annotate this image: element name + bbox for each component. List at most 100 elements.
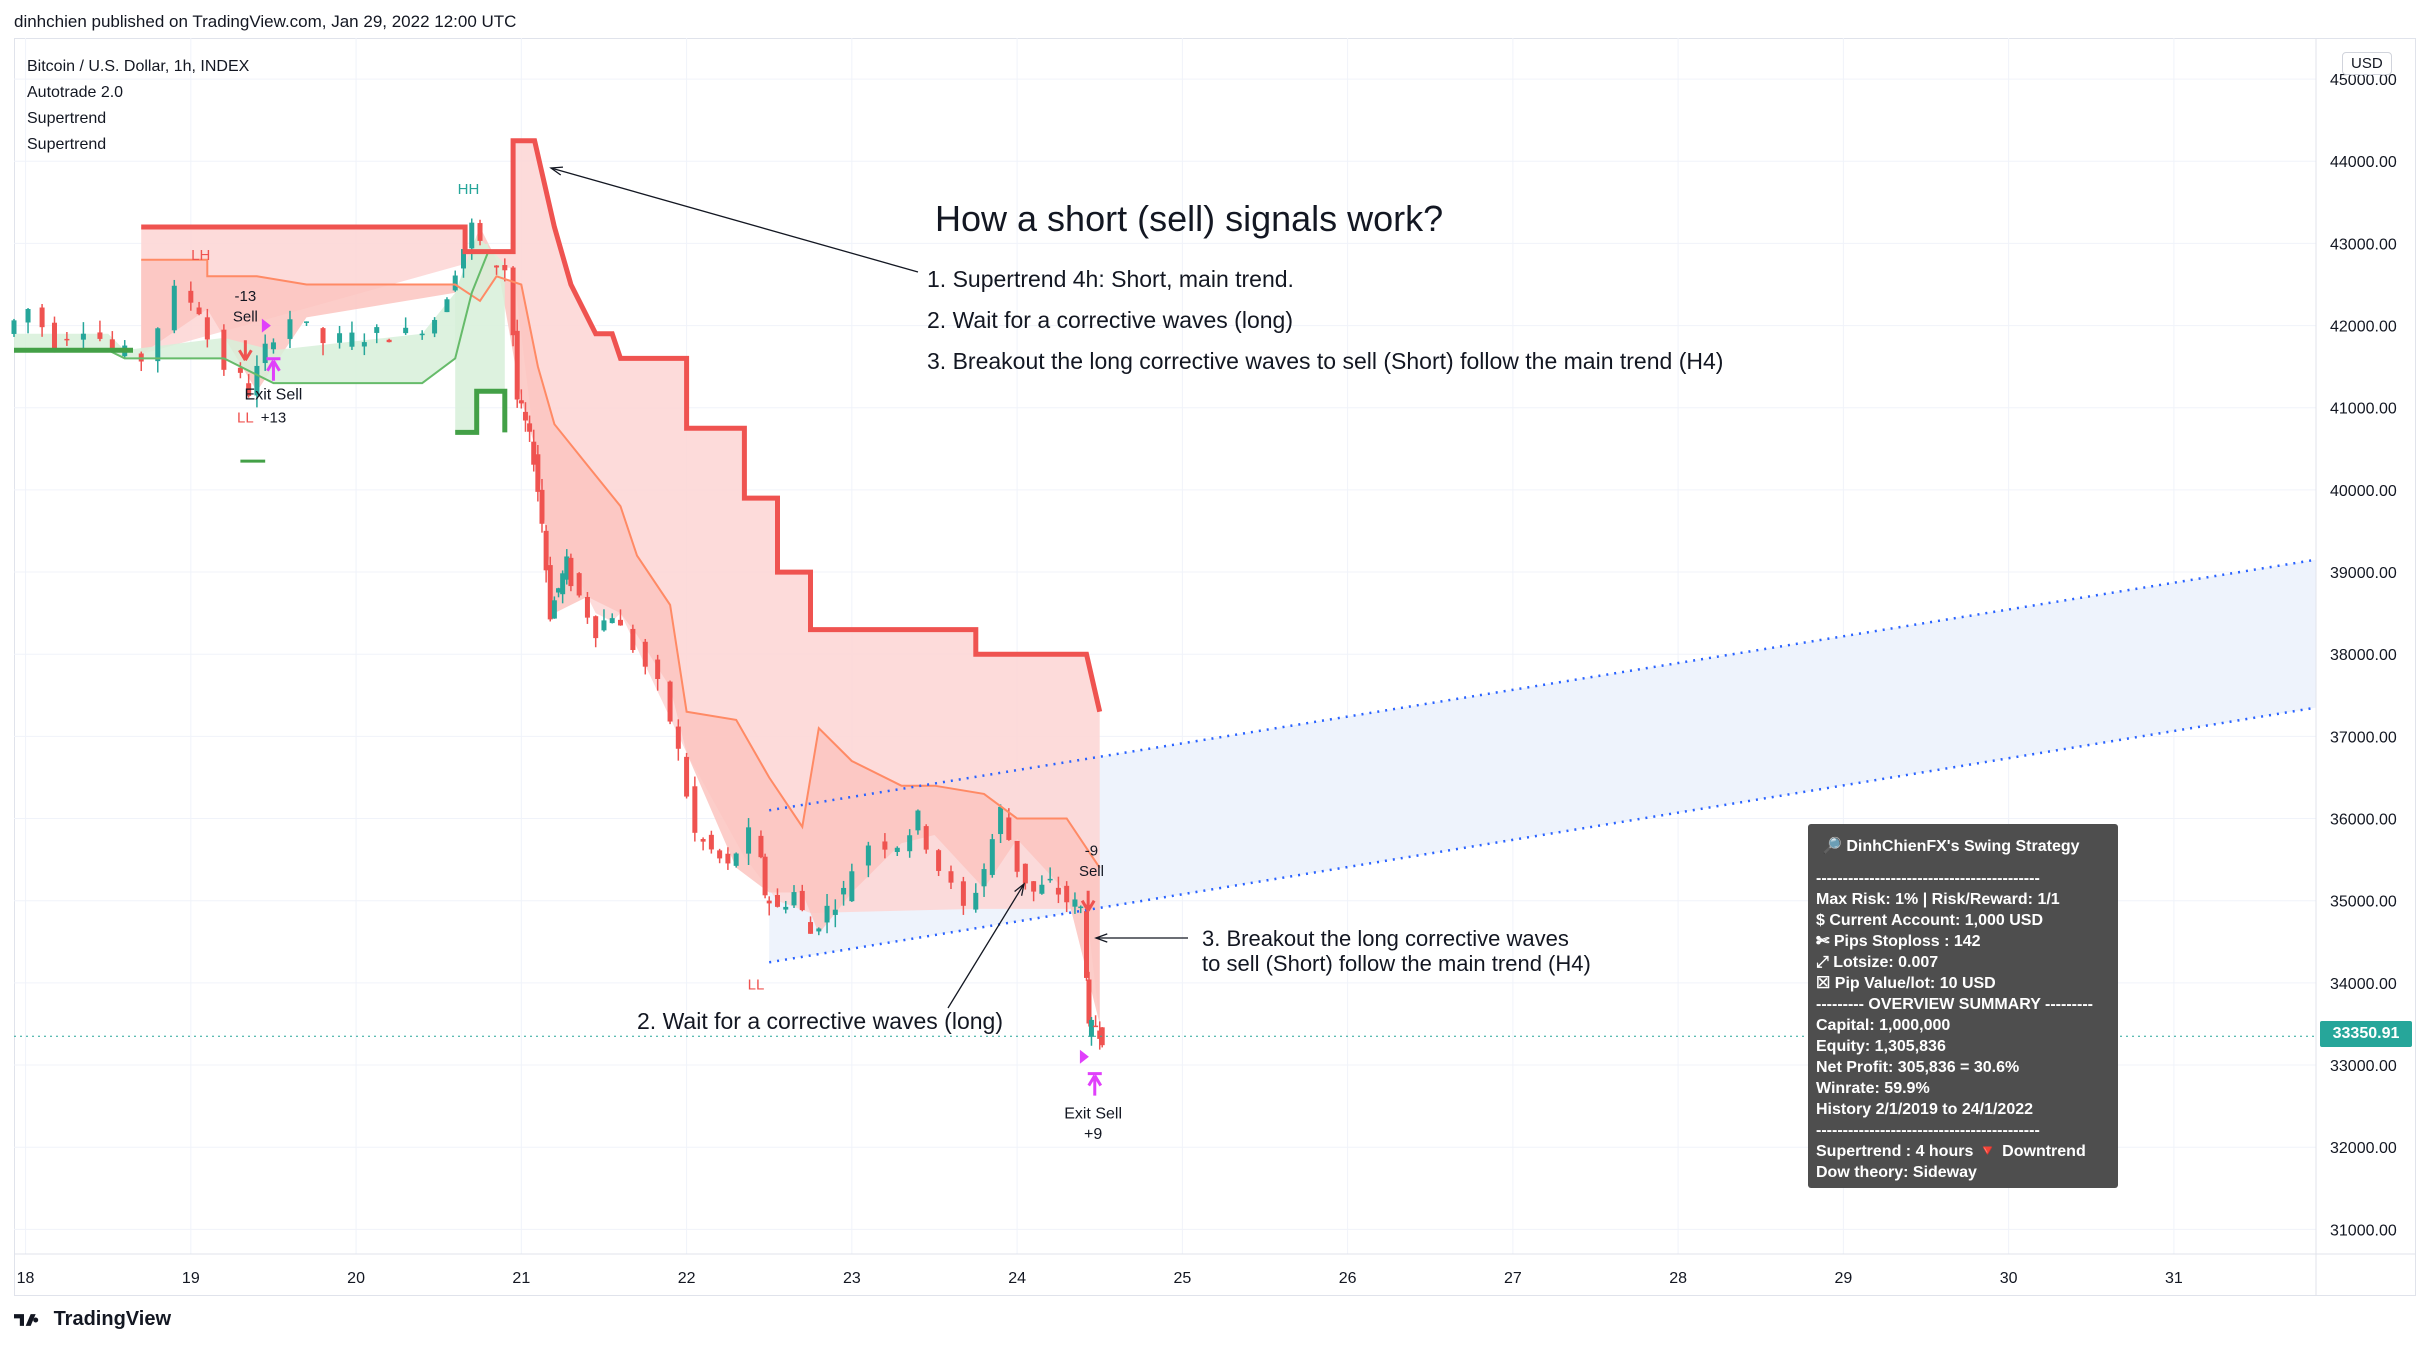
currency-button[interactable]: USD (2342, 52, 2392, 75)
x-axis: 18 19 20 21 22 23 24 25 26 27 28 29 30 31 (14, 1253, 2416, 1287)
panel-row: Supertrend : 4 hours 🔻 Downtrend (1816, 1143, 2086, 1160)
annotation-rule: 2. Wait for a corrective waves (long) (927, 307, 1293, 333)
annotation-title: How a short (sell) signals work? (935, 198, 1444, 239)
candle-body (64, 338, 70, 341)
panel-row: Max Risk: 1% | Risk/Reward: 1/1 (1816, 891, 2060, 908)
h1-up-fill (14, 243, 489, 384)
x-tick-label: 20 (347, 1270, 365, 1287)
candle-body (539, 489, 545, 524)
sell-label: Sell (233, 308, 258, 325)
candle-body (593, 616, 599, 639)
candle-body (667, 681, 673, 722)
candle-body (522, 411, 528, 421)
candle-body (221, 329, 227, 370)
y-tick-label: 37000.00 (2330, 729, 2397, 746)
candle-body (1022, 863, 1028, 884)
candle-body (725, 853, 731, 864)
exit-arrow-icon (1087, 1072, 1103, 1096)
candle-body (841, 887, 847, 895)
lh-label: LH (191, 247, 210, 264)
y-tick-label: 45000.00 (2330, 72, 2397, 89)
candle-body (432, 319, 438, 334)
x-tick-label: 28 (1669, 1270, 1687, 1287)
chart-frame (14, 38, 2416, 1296)
candle-body (576, 573, 582, 596)
candle-body (39, 307, 45, 328)
candle-body (783, 906, 789, 910)
h1-down-fill (141, 227, 1100, 1024)
sell-count-label: -9 (1085, 843, 1098, 860)
y-tick-label: 32000.00 (2330, 1140, 2397, 1157)
chart-legend[interactable]: Bitcoin / U.S. Dollar, 1h, INDEX Autotra… (27, 54, 249, 158)
candle-body (196, 307, 202, 315)
x-tick-label: 23 (843, 1270, 861, 1287)
x-tick-label: 22 (678, 1270, 696, 1287)
supertrend-h1-up (14, 251, 490, 385)
y-tick-label: 36000.00 (2330, 812, 2397, 829)
candle-body (502, 265, 508, 271)
callout-break-text: to sell (Short) follow the main trend (H… (1202, 951, 1591, 976)
candle-body (630, 628, 636, 650)
candle-body (514, 330, 520, 400)
candle-body (237, 367, 243, 373)
exit-sell-label: Exit Sell (1064, 1105, 1122, 1122)
candle-body (791, 892, 797, 906)
candle-body (717, 850, 723, 859)
candle-body (361, 342, 367, 347)
candle-body (584, 596, 590, 618)
candle-body (1093, 1025, 1099, 1028)
y-tick-label: 44000.00 (2330, 154, 2397, 171)
supertrend-h4-up (455, 388, 508, 435)
candle-body (766, 900, 772, 904)
candle-body (543, 530, 549, 571)
callout-wait-text: 2. Wait for a corrective waves (long) (637, 1008, 1003, 1034)
legend-symbol[interactable]: Bitcoin / U.S. Dollar, 1h, INDEX (27, 58, 250, 75)
candle-body (642, 641, 648, 667)
exit-profit-label: +9 (1084, 1126, 1102, 1143)
chart-lines (14, 138, 2317, 1037)
callout-arrow-title (550, 167, 919, 273)
tradingview-brand[interactable]: TradingView (14, 1308, 171, 1331)
candle-body (320, 328, 326, 344)
y-tick-label: 34000.00 (2330, 976, 2397, 993)
callout-arrow-break-head (1094, 933, 1108, 943)
chart-fills (14, 140, 2317, 1024)
legend-indicator[interactable]: Supertrend (27, 110, 107, 127)
candle-body (304, 321, 310, 323)
candle-body (816, 928, 822, 932)
panel-row: ☒ Pip Value/lot: 10 USD (1816, 975, 1996, 992)
panel-row: --------- OVERVIEW SUMMARY --------- (1816, 996, 2093, 1013)
x-tick-label: 21 (512, 1270, 530, 1287)
candle-body (1084, 911, 1090, 978)
candle-body (832, 909, 838, 915)
candle-body (708, 834, 714, 850)
x-tick-label: 19 (182, 1270, 200, 1287)
candle-body (188, 290, 194, 303)
x-tick-label: 25 (1173, 1270, 1191, 1287)
candle-body (80, 333, 86, 340)
supertrend-h4-down (141, 138, 1103, 713)
entry-marker-icon (261, 318, 271, 333)
candle-body (655, 659, 661, 679)
panel-row: ----------------------------------------… (1816, 1122, 2040, 1139)
candle-body (1031, 881, 1037, 892)
candle-body (452, 275, 458, 291)
candle-body (494, 265, 500, 268)
legend-indicator[interactable]: Autotrade 2.0 (27, 84, 124, 101)
candle-body (349, 332, 355, 347)
candle-body (865, 845, 871, 866)
panel-row: Capital: 1,000,000 (1816, 1017, 1951, 1034)
panel-row: Net Profit: 305,836 = 30.6% (1816, 1059, 2020, 1076)
sell-arrow-icon (238, 340, 253, 361)
panel-row: Dow theory: Sideway (1816, 1164, 1977, 1181)
x-tick-label: 18 (17, 1270, 35, 1287)
candle-body (531, 441, 537, 465)
candle-body (527, 423, 533, 432)
candle-body (109, 339, 115, 350)
candle-body (477, 223, 483, 241)
candle-body (556, 588, 562, 593)
legend-indicator[interactable]: Supertrend (27, 136, 107, 153)
candle-body (1099, 1027, 1105, 1046)
candle-body (270, 342, 276, 350)
